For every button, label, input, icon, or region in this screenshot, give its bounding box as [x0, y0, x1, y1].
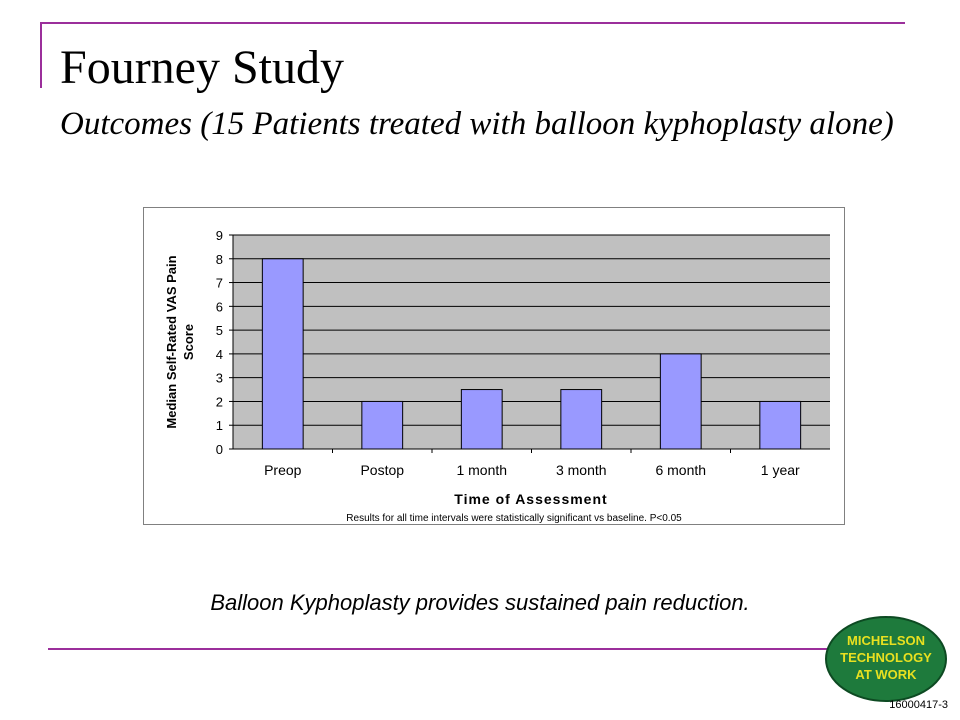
chart-frame: 0 1 2 3 4 5 6 7 8 9 Preop Postop 1 month 3 month 6 mo… [143, 207, 845, 525]
left-accent-rule [40, 22, 42, 88]
bar [560, 389, 603, 450]
slide-title: Fourney Study [60, 41, 345, 94]
x-tick-label: 1 month [456, 462, 507, 478]
y-tick-label: 1 [216, 418, 223, 433]
y-tick-label: 8 [216, 252, 223, 267]
bottom-accent-rule [48, 648, 828, 650]
slide-subtitle: Outcomes (15 Patients treated with ballo… [60, 106, 894, 142]
logo-line-1: MICHELSON [847, 633, 925, 648]
bar [759, 400, 802, 450]
y-tick-label: 0 [216, 442, 223, 457]
logo-line-3: AT WORK [855, 667, 917, 682]
x-tick-label: 6 month [655, 462, 706, 478]
y-axis-label-line2: Score [181, 324, 196, 360]
bar [261, 258, 304, 450]
x-tick-label: Postop [360, 462, 404, 478]
x-tick-label: Preop [264, 462, 302, 478]
top-accent-rule [40, 22, 905, 24]
y-tick-label: 3 [216, 371, 223, 386]
bar [460, 389, 503, 450]
y-tick-label: 5 [216, 323, 223, 338]
y-tick-label: 2 [216, 394, 223, 409]
x-tick-label: 3 month [556, 462, 607, 478]
y-tick-label: 6 [216, 299, 223, 314]
y-tick-label: 7 [216, 276, 223, 291]
slide-id: 16000417-3 [889, 699, 948, 711]
chart-footnote: Results for all time intervals were stat… [346, 513, 682, 524]
logo-oval [825, 616, 947, 702]
michelson-logo: MICHELSON TECHNOLOGY AT WORK [825, 616, 947, 702]
y-tick-label: 9 [216, 228, 223, 243]
bar [361, 400, 404, 450]
y-axis-label-line1: Median Self-Rated VAS Pain [164, 255, 179, 428]
y-tick-label: 4 [216, 347, 223, 362]
bar-chart: 0 1 2 3 4 5 6 7 8 9 Preop Postop 1 month 3 month 6 mo… [164, 228, 830, 524]
slide-caption: Balloon Kyphoplasty provides sustained p… [210, 590, 750, 615]
plot-area [233, 235, 830, 449]
logo-line-2: TECHNOLOGY [840, 650, 932, 665]
x-tick-label: 1 year [761, 462, 800, 478]
bar [659, 353, 702, 450]
x-axis-label: Time of Assessment [454, 491, 607, 507]
